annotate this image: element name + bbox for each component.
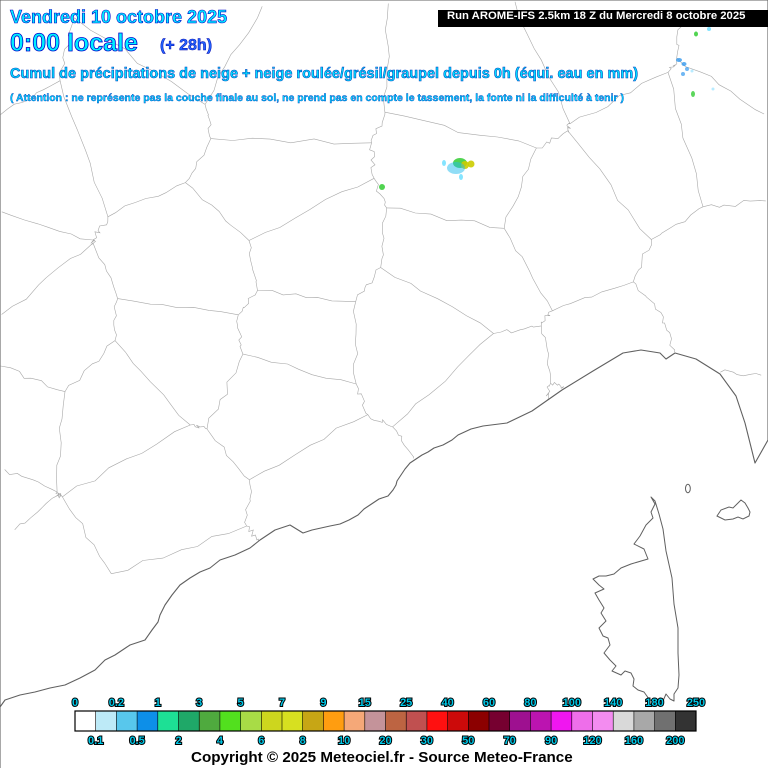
svg-text:180: 180 (645, 697, 663, 709)
svg-text:140: 140 (604, 697, 622, 709)
svg-text:100: 100 (563, 697, 581, 709)
svg-text:200: 200 (666, 735, 684, 747)
svg-text:60: 60 (483, 697, 495, 709)
svg-text:0.2: 0.2 (109, 697, 124, 709)
svg-text:0: 0 (72, 697, 78, 709)
svg-text:4: 4 (217, 735, 224, 747)
svg-text:20: 20 (379, 735, 391, 747)
svg-text:0.1: 0.1 (88, 735, 103, 747)
svg-text:50: 50 (462, 735, 474, 747)
svg-text:80: 80 (524, 697, 536, 709)
svg-text:7: 7 (279, 697, 285, 709)
svg-text:1: 1 (155, 697, 161, 709)
svg-text:15: 15 (359, 697, 371, 709)
svg-text:30: 30 (421, 735, 433, 747)
svg-text:160: 160 (625, 735, 643, 747)
svg-text:0.5: 0.5 (129, 735, 144, 747)
svg-text:25: 25 (400, 697, 412, 709)
svg-text:10: 10 (338, 735, 350, 747)
svg-text:120: 120 (583, 735, 601, 747)
svg-text:90: 90 (545, 735, 557, 747)
svg-text:9: 9 (320, 697, 326, 709)
svg-text:2: 2 (175, 735, 181, 747)
svg-text:40: 40 (441, 697, 453, 709)
svg-text:70: 70 (504, 735, 516, 747)
svg-text:250: 250 (687, 697, 705, 709)
svg-text:8: 8 (300, 735, 306, 747)
svg-text:5: 5 (238, 697, 244, 709)
svg-text:3: 3 (196, 697, 202, 709)
svg-text:6: 6 (258, 735, 264, 747)
